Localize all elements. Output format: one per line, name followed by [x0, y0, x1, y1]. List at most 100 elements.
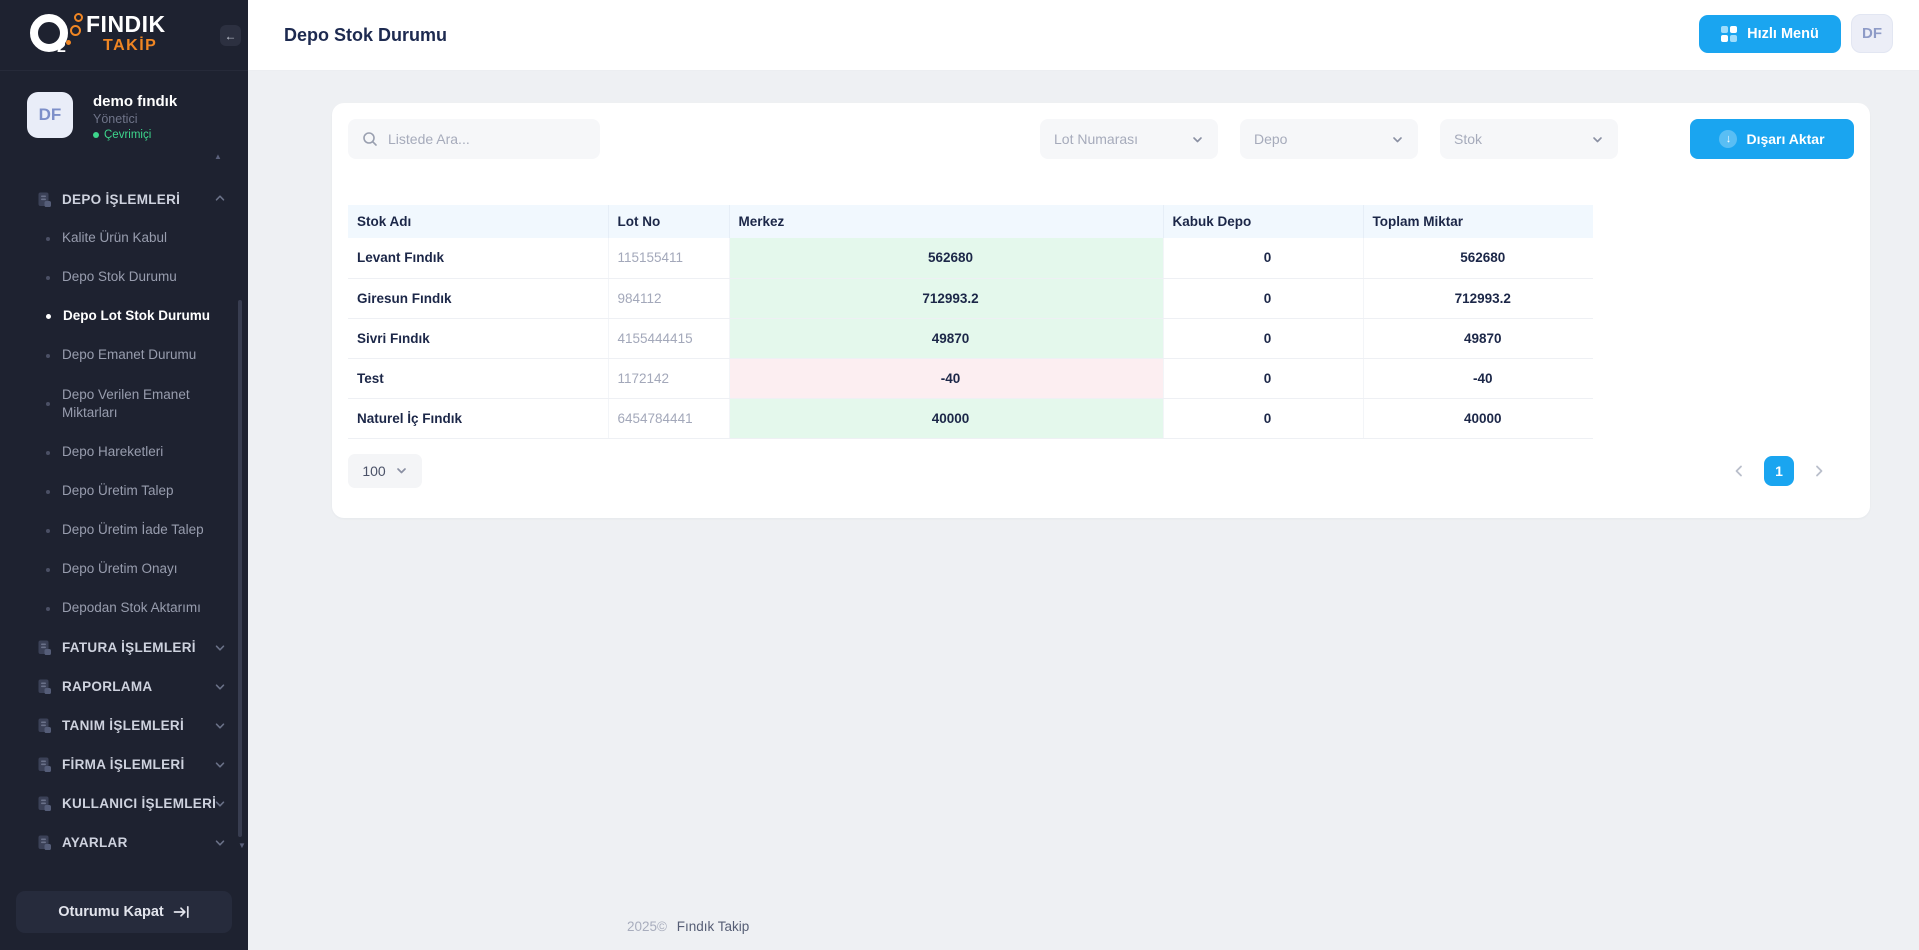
sidebar-item-depo-verilen-emanet-miktarlar[interactable]: Depo Verilen Emanet Miktarları: [0, 375, 248, 433]
brand-logo-icon: 2: [30, 13, 84, 59]
clipboard-icon: [36, 678, 53, 695]
sidebar-scrollbar[interactable]: [238, 300, 242, 837]
sidebar-section-fi-rma-i-lemleri[interactable]: FİRMA İŞLEMLERİ: [0, 745, 248, 784]
column-header-stok-ad: Stok Adı: [348, 205, 609, 238]
sidebar-item-depo-stok-durumu[interactable]: Depo Stok Durumu: [0, 258, 248, 297]
scroll-down-icon[interactable]: ▼: [238, 841, 246, 850]
chevron-down-icon: [214, 797, 226, 809]
cell-kabuk-depo: 0: [1163, 398, 1364, 439]
section-label: RAPORLAMA: [62, 679, 153, 694]
table-row[interactable]: Test 1172142 -40 0 -40: [348, 358, 1593, 399]
table-row[interactable]: Naturel İç Fındık 6454784441 40000 0 40000: [348, 398, 1593, 439]
sidebar-item-label: Kalite Ürün Kabul: [62, 230, 168, 246]
sidebar-section-raporlama[interactable]: RAPORLAMA: [0, 667, 248, 706]
filter-group: Lot Numarası Depo Stok ↓ Dışarı Aktar: [1018, 119, 1854, 159]
quick-menu-button[interactable]: Hızlı Menü: [1699, 15, 1841, 53]
brand-logo[interactable]: 2 FINDIK TAKİP ←: [0, 0, 248, 71]
sidebar-item-label: Depo Stok Durumu: [62, 269, 177, 285]
pagination: 1: [1728, 455, 1830, 486]
sidebar-section-fatura-i-lemleri[interactable]: FATURA İŞLEMLERİ: [0, 628, 248, 667]
cell-lot-no: 1172142: [608, 358, 730, 399]
page-size-select[interactable]: 100: [348, 453, 422, 488]
sidebar-section-ayarlar[interactable]: AYARLAR: [0, 823, 248, 862]
sidebar-item-depo-hareketleri[interactable]: Depo Hareketleri: [0, 433, 248, 472]
prev-page-button[interactable]: [1728, 460, 1750, 482]
bullet-icon: [46, 489, 50, 494]
logout-label: Oturumu Kapat: [58, 904, 164, 920]
column-header-merkez: Merkez: [729, 205, 1164, 238]
header-avatar[interactable]: DF: [1851, 14, 1893, 53]
chevron-right-icon: [1816, 465, 1823, 476]
table-body: Levant Fındık 115155411 562680 0 562680 Gires…: [348, 238, 1593, 439]
search-input[interactable]: [388, 131, 578, 147]
cell-stok-ad: Test: [348, 358, 609, 399]
sidebar-item-depo-lot-stok-durumu[interactable]: Depo Lot Stok Durumu: [0, 297, 248, 336]
sidebar-item-depo-retim-talep[interactable]: Depo Üretim Talep: [0, 472, 248, 511]
cell-merkez: -40: [729, 358, 1164, 399]
cell-stok-ad: Naturel İç Fındık: [348, 398, 609, 439]
chevron-down-icon: [214, 641, 226, 653]
sidebar-item-depo-retim-onay[interactable]: Depo Üretim Onayı: [0, 550, 248, 589]
depot-select[interactable]: Depo: [1240, 119, 1418, 159]
cell-toplam-miktar: 562680: [1363, 238, 1593, 279]
bullet-icon: [46, 606, 50, 611]
user-profile[interactable]: DF demo fındık Yönetici Çevrimiçi: [0, 85, 248, 145]
cell-lot-no: 6454784441: [608, 398, 730, 439]
sidebar-item-label: Depo Üretim Talep: [62, 483, 174, 499]
cell-toplam-miktar: 712993.2: [1363, 278, 1593, 319]
logo-subscript: 2: [57, 39, 66, 56]
stock-select[interactable]: Stok: [1440, 119, 1618, 159]
brand-name: FINDIK: [86, 11, 166, 37]
cell-merkez: 712993.2: [729, 278, 1164, 319]
user-role: Yönetici: [93, 112, 138, 126]
sidebar-item-label: Depo Üretim Onayı: [62, 561, 178, 577]
table-row[interactable]: Giresun Fındık 984112 712993.2 0 712993.2: [348, 278, 1593, 319]
scroll-up-icon[interactable]: ▲: [214, 152, 222, 161]
page-number-button[interactable]: 1: [1764, 455, 1794, 486]
cell-merkez: 562680: [729, 238, 1164, 279]
sidebar-item-label: Depo Emanet Durumu: [62, 347, 197, 363]
sidebar-item-kalite-r-n-kabul[interactable]: Kalite Ürün Kabul: [0, 219, 248, 258]
clipboard-icon: [36, 717, 53, 734]
top-header: Depo Stok Durumu Hızlı Menü DF: [248, 0, 1919, 71]
section-label: FİRMA İŞLEMLERİ: [62, 757, 185, 772]
cell-stok-ad: Sivri Fındık: [348, 318, 609, 359]
chevron-down-icon: [1393, 136, 1402, 142]
table-footer: 100 1: [348, 453, 1854, 488]
sidebar-item-depo-emanet-durumu[interactable]: Depo Emanet Durumu: [0, 336, 248, 375]
cell-stok-ad: Levant Fındık: [348, 238, 609, 279]
export-button[interactable]: ↓ Dışarı Aktar: [1690, 119, 1854, 159]
chevron-left-icon: [1735, 465, 1742, 476]
cell-kabuk-depo: 0: [1163, 238, 1364, 279]
lot-number-select[interactable]: Lot Numarası: [1040, 119, 1218, 159]
section-label: FATURA İŞLEMLERİ: [62, 640, 196, 655]
sidebar-menu: DEPO İŞLEMLERİ Kalite Ürün Kabul Depo Stok…: [0, 180, 248, 862]
cell-merkez: 49870: [729, 318, 1164, 359]
cell-kabuk-depo: 0: [1163, 318, 1364, 359]
footer: 2025© Fındık Takip: [627, 919, 749, 934]
sidebar-item-depo-retim-i-ade-talep[interactable]: Depo Üretim İade Talep: [0, 511, 248, 550]
logo-dot-icon: [70, 25, 81, 36]
table-row[interactable]: Levant Fındık 115155411 562680 0 562680: [348, 238, 1593, 279]
stock-table: Stok Adı Lot No Merkez Kabuk Depo Toplam Mik…: [348, 205, 1593, 439]
sidebar-collapse-button[interactable]: ←: [220, 25, 241, 46]
sidebar-section-kullanici-i-lemleri[interactable]: KULLANICI İŞLEMLERİ: [0, 784, 248, 823]
sidebar-item-depodan-stok-aktar-m[interactable]: Depodan Stok Aktarımı: [0, 589, 248, 628]
clipboard-icon: [36, 639, 53, 656]
sidebar-section-depo-i-lemleri[interactable]: DEPO İŞLEMLERİ: [0, 180, 248, 219]
cell-lot-no: 115155411: [608, 238, 730, 279]
column-header-kabuk-depo: Kabuk Depo: [1163, 205, 1364, 238]
logout-button[interactable]: Oturumu Kapat: [16, 891, 232, 933]
sidebar-section-tanim-i-lemleri[interactable]: TANIM İŞLEMLERİ: [0, 706, 248, 745]
chevron-down-icon: [214, 836, 226, 848]
online-dot-icon: [93, 132, 99, 138]
next-page-button[interactable]: [1808, 460, 1830, 482]
table-row[interactable]: Sivri Fındık 4155444415 49870 0 49870: [348, 318, 1593, 359]
bullet-icon: [46, 567, 50, 572]
clipboard-icon: [36, 756, 53, 773]
section-label: TANIM İŞLEMLERİ: [62, 718, 184, 733]
content-card: Lot Numarası Depo Stok ↓ Dışarı Aktar: [332, 103, 1870, 518]
avatar: DF: [27, 92, 73, 138]
logo-dot-icon: [66, 40, 71, 45]
